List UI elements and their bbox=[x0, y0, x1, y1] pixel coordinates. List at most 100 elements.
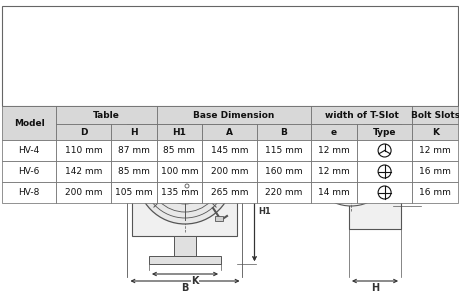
Text: K: K bbox=[191, 276, 198, 286]
Bar bbox=[412, 124, 457, 140]
Bar bbox=[311, 106, 412, 124]
Text: H1: H1 bbox=[257, 207, 270, 217]
Bar bbox=[412, 161, 457, 182]
Text: 220 mm: 220 mm bbox=[265, 188, 302, 197]
Text: 14 mm: 14 mm bbox=[318, 188, 349, 197]
Text: B: B bbox=[280, 127, 287, 136]
Text: 87 mm: 87 mm bbox=[118, 146, 150, 155]
Bar bbox=[356, 124, 412, 140]
Bar bbox=[111, 124, 156, 140]
Text: HV-4: HV-4 bbox=[18, 146, 40, 155]
Bar bbox=[156, 140, 202, 161]
Text: 105 mm: 105 mm bbox=[115, 188, 152, 197]
Text: 16 mm: 16 mm bbox=[418, 188, 450, 197]
Bar bbox=[174, 236, 196, 256]
Bar bbox=[2, 6, 457, 106]
Circle shape bbox=[185, 184, 189, 188]
Circle shape bbox=[344, 158, 356, 170]
Text: width of T-Slot: width of T-Slot bbox=[324, 111, 398, 120]
Circle shape bbox=[137, 128, 233, 224]
Bar bbox=[214, 216, 223, 221]
Bar bbox=[202, 124, 256, 140]
Text: 16 mm: 16 mm bbox=[418, 167, 450, 176]
Text: 200 mm: 200 mm bbox=[210, 167, 248, 176]
Circle shape bbox=[180, 172, 189, 180]
Text: Type: Type bbox=[372, 127, 396, 136]
Text: e: e bbox=[423, 159, 429, 169]
Bar bbox=[56, 182, 111, 203]
Bar bbox=[149, 256, 220, 264]
Text: e: e bbox=[330, 127, 336, 136]
Bar bbox=[256, 140, 311, 161]
Text: 110 mm: 110 mm bbox=[65, 146, 102, 155]
Circle shape bbox=[348, 162, 352, 166]
Text: 142 mm: 142 mm bbox=[65, 167, 102, 176]
Bar bbox=[311, 161, 356, 182]
Bar bbox=[311, 124, 356, 140]
Text: 85 mm: 85 mm bbox=[163, 146, 195, 155]
Bar bbox=[2, 106, 56, 140]
Circle shape bbox=[346, 188, 354, 196]
Circle shape bbox=[346, 132, 354, 140]
Text: 265 mm: 265 mm bbox=[210, 188, 248, 197]
Bar bbox=[364, 113, 384, 123]
Bar bbox=[111, 161, 156, 182]
Bar bbox=[2, 182, 56, 203]
Text: HV-6: HV-6 bbox=[18, 167, 40, 176]
Bar bbox=[356, 140, 412, 161]
Bar bbox=[202, 161, 256, 182]
Bar bbox=[56, 106, 156, 124]
Bar bbox=[56, 140, 111, 161]
Bar bbox=[256, 182, 311, 203]
Text: H1: H1 bbox=[172, 127, 186, 136]
Bar bbox=[256, 124, 311, 140]
Bar bbox=[156, 106, 311, 124]
Bar bbox=[156, 182, 202, 203]
Bar bbox=[156, 124, 202, 140]
Bar bbox=[2, 140, 56, 161]
Bar bbox=[256, 161, 311, 182]
Text: A: A bbox=[225, 127, 232, 136]
Text: B: B bbox=[181, 283, 188, 291]
Text: HV-8: HV-8 bbox=[18, 188, 40, 197]
Bar bbox=[132, 136, 237, 236]
Text: H: H bbox=[370, 283, 378, 291]
Text: D: D bbox=[422, 131, 430, 141]
Text: Bolt Slots: Bolt Slots bbox=[410, 111, 459, 120]
Text: Model: Model bbox=[14, 118, 45, 127]
Text: D: D bbox=[80, 127, 87, 136]
Bar bbox=[176, 124, 194, 132]
Bar bbox=[127, 124, 242, 136]
Circle shape bbox=[328, 142, 372, 186]
Bar bbox=[111, 182, 156, 203]
Text: Base Dimension: Base Dimension bbox=[193, 111, 274, 120]
Circle shape bbox=[368, 129, 373, 134]
Bar bbox=[2, 161, 56, 182]
Bar bbox=[202, 140, 256, 161]
Bar bbox=[412, 106, 457, 124]
Text: 135 mm: 135 mm bbox=[160, 188, 198, 197]
Text: 100 mm: 100 mm bbox=[160, 167, 198, 176]
Text: 12 mm: 12 mm bbox=[318, 167, 349, 176]
Bar bbox=[111, 140, 156, 161]
Text: 12 mm: 12 mm bbox=[419, 146, 450, 155]
Bar bbox=[147, 132, 155, 137]
Text: Table: Table bbox=[93, 111, 120, 120]
Text: 200 mm: 200 mm bbox=[65, 188, 102, 197]
Bar bbox=[356, 161, 412, 182]
Bar bbox=[356, 182, 412, 203]
Bar bbox=[311, 182, 356, 203]
Text: 145 mm: 145 mm bbox=[210, 146, 248, 155]
Text: A: A bbox=[258, 189, 266, 199]
Bar bbox=[348, 123, 400, 228]
Text: 115 mm: 115 mm bbox=[264, 146, 302, 155]
Text: H: H bbox=[130, 127, 137, 136]
Bar bbox=[56, 161, 111, 182]
Bar bbox=[100, 158, 132, 194]
Bar bbox=[78, 172, 100, 180]
Bar bbox=[340, 154, 348, 198]
Circle shape bbox=[62, 189, 68, 195]
Text: 160 mm: 160 mm bbox=[264, 167, 302, 176]
Bar bbox=[56, 124, 111, 140]
Text: K: K bbox=[431, 127, 438, 136]
